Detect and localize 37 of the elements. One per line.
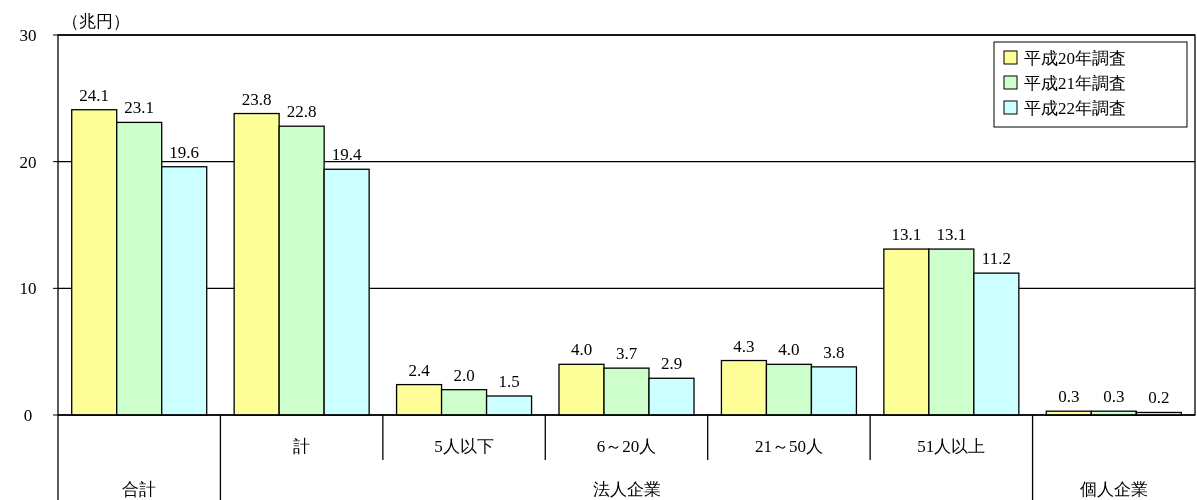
x-tick-label: 5人以下: [434, 437, 494, 456]
data-label: 0.3: [1103, 387, 1125, 407]
data-label: 13.1: [891, 225, 922, 245]
legend-label: 平成21年調査: [1024, 74, 1126, 93]
data-label: 2.0: [453, 365, 475, 385]
data-label: 11.2: [981, 249, 1011, 269]
data-label: 0.3: [1058, 387, 1080, 407]
data-label: 23.8: [241, 89, 272, 109]
x-tick-label: 51人以上: [917, 437, 986, 456]
data-label: 4.3: [733, 336, 755, 356]
data-label: 22.8: [286, 102, 317, 122]
data-label: 13.1: [936, 225, 967, 245]
text: 法人企業: [592, 480, 661, 499]
y-axis-title: （兆円）: [62, 12, 130, 31]
text: 合計: [122, 480, 157, 499]
data-label: 2.4: [408, 360, 431, 380]
data-label: 4.0: [570, 340, 593, 360]
data-label: 4.0: [778, 340, 800, 360]
data-label: 23.1: [124, 98, 155, 118]
data-label: 24.1: [79, 85, 110, 105]
y-tick-label: 30: [19, 26, 37, 45]
y-tick-label: 10: [19, 279, 37, 299]
data-label: 19.6: [169, 142, 200, 162]
legend-label: 平成22年調査: [1024, 99, 1126, 118]
y-tick-label: 0: [23, 406, 33, 425]
data-label: 19.4: [331, 145, 363, 165]
data-label: 3.8: [823, 342, 845, 362]
data-label: 0.2: [1148, 388, 1170, 408]
x-tick-label: 計: [293, 437, 311, 456]
text: 個人企業: [1079, 480, 1148, 499]
x-tick-label: 6～20人: [596, 437, 657, 456]
data-label: 3.7: [615, 344, 638, 364]
data-label: 1.5: [498, 372, 520, 391]
data-label: 2.9: [660, 354, 683, 374]
legend-label: 平成20年調査: [1024, 49, 1126, 68]
x-tick-label: 21～50人: [754, 437, 823, 456]
y-tick-label: 20: [19, 152, 37, 172]
